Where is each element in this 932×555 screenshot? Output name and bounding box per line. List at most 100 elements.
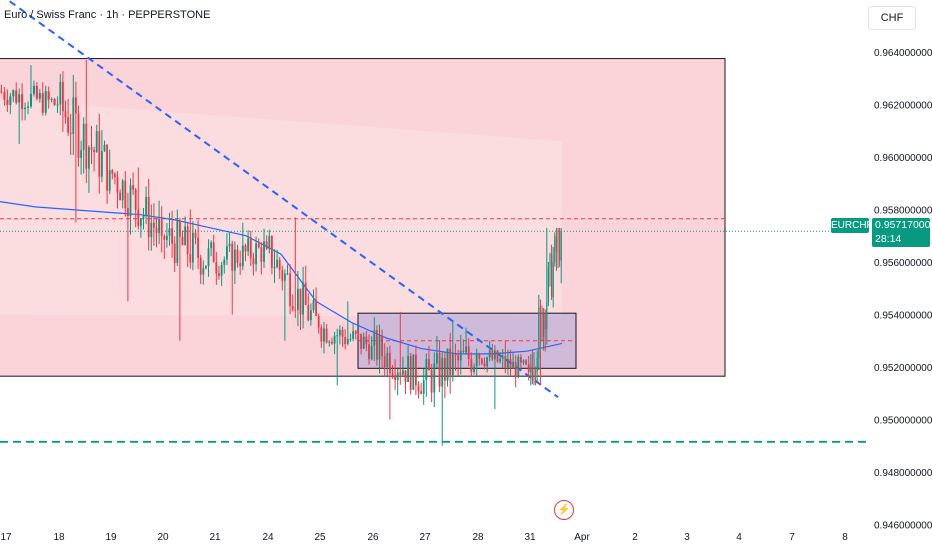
x-tick-label: 26: [367, 532, 379, 543]
candle-body: [496, 350, 499, 362]
candle-body: [281, 270, 284, 281]
x-tick-label: 24: [262, 532, 274, 543]
candle-body: [204, 265, 207, 269]
candle-body: [533, 371, 535, 381]
candle-body: [488, 350, 491, 358]
candle-body: [225, 246, 228, 260]
candle-body: [517, 357, 520, 378]
candle-body: [53, 98, 56, 106]
candle-body: [470, 359, 473, 372]
candle-body: [438, 352, 441, 387]
candle-body: [173, 243, 176, 263]
candle-body: [315, 300, 318, 316]
candle-body: [56, 104, 59, 106]
candle-body: [61, 81, 64, 112]
candle-body: [552, 262, 554, 298]
descending-trendline[interactable]: [0, 0, 559, 398]
candle-body: [428, 359, 430, 371]
candle-body: [260, 247, 263, 262]
candle-body: [381, 335, 384, 357]
candle-body: [420, 391, 423, 394]
candle-body: [531, 366, 533, 381]
candle-body: [134, 189, 137, 210]
candle-body: [270, 236, 273, 268]
candle-body: [333, 335, 336, 344]
candle-body: [480, 358, 483, 364]
candle-body: [171, 228, 174, 244]
candle-body: [307, 304, 310, 321]
candle-body: [555, 236, 557, 252]
candle-body: [12, 90, 15, 97]
y-tick-label: 0.946000000: [874, 521, 932, 532]
candle-body: [493, 350, 496, 360]
candle-body: [176, 221, 179, 263]
candle-body: [132, 185, 135, 190]
candle-body: [412, 354, 415, 390]
candle-body: [150, 222, 153, 238]
lightning-icon[interactable]: ⚡: [554, 500, 574, 520]
candle-body: [59, 81, 62, 105]
candle-body: [106, 144, 109, 191]
candle-body: [341, 329, 344, 337]
candle-body: [119, 192, 122, 201]
candle-body: [212, 242, 215, 262]
candle-body: [457, 355, 460, 361]
y-tick-label: 0.948000000: [874, 468, 932, 479]
candle-body: [417, 385, 420, 392]
candle-body: [202, 268, 205, 275]
y-tick-label: 0.964000000: [874, 48, 932, 59]
candle-body: [50, 98, 53, 100]
candle-body: [404, 370, 407, 382]
candle-body: [386, 352, 389, 367]
candle-body: [44, 91, 47, 113]
y-tick-label: 0.954000000: [874, 311, 932, 322]
candle-body: [349, 338, 352, 340]
candle-body: [475, 353, 478, 367]
candle-body: [365, 336, 368, 345]
x-tick-label: 31: [524, 532, 536, 543]
candle-body: [522, 360, 525, 363]
candle-body: [302, 282, 305, 315]
candle-body: [514, 361, 517, 378]
candle-body: [64, 111, 67, 118]
candle-body: [370, 346, 373, 360]
candle-body: [283, 273, 286, 281]
candle-body: [163, 235, 166, 240]
candle-body: [465, 346, 468, 353]
x-tick-label: 18: [53, 532, 65, 543]
x-tick-label: 17: [0, 532, 12, 543]
candle-body: [215, 262, 218, 274]
x-tick-label: 19: [105, 532, 117, 543]
candle-body: [368, 344, 370, 360]
candle-body: [451, 354, 454, 376]
candle-body: [394, 375, 397, 381]
candle-body: [547, 267, 549, 303]
candle-body: [354, 331, 357, 334]
candle-body: [362, 336, 365, 349]
candle-body: [116, 177, 119, 193]
candle-body: [312, 300, 315, 311]
candle-body: [3, 92, 6, 100]
candle-body: [126, 208, 129, 217]
candle-body: [124, 180, 127, 209]
x-tick-label: 28: [472, 532, 484, 543]
candle-body: [210, 242, 213, 249]
candle-body: [509, 358, 512, 369]
candle-body: [29, 93, 33, 107]
currency-button[interactable]: CHF: [868, 6, 916, 30]
candle-body: [113, 173, 116, 178]
candle-body: [375, 330, 378, 360]
candle-body: [289, 273, 292, 306]
candle-body: [549, 254, 551, 268]
candle-body: [186, 226, 189, 254]
candle-body: [486, 357, 489, 367]
x-tick-label: 7: [789, 532, 795, 543]
candle-body: [535, 371, 537, 373]
candle-body: [544, 314, 546, 330]
x-tick-label: 2: [632, 532, 638, 543]
candle-body: [26, 106, 30, 108]
candle-body: [512, 361, 515, 369]
candle-body: [152, 222, 155, 228]
